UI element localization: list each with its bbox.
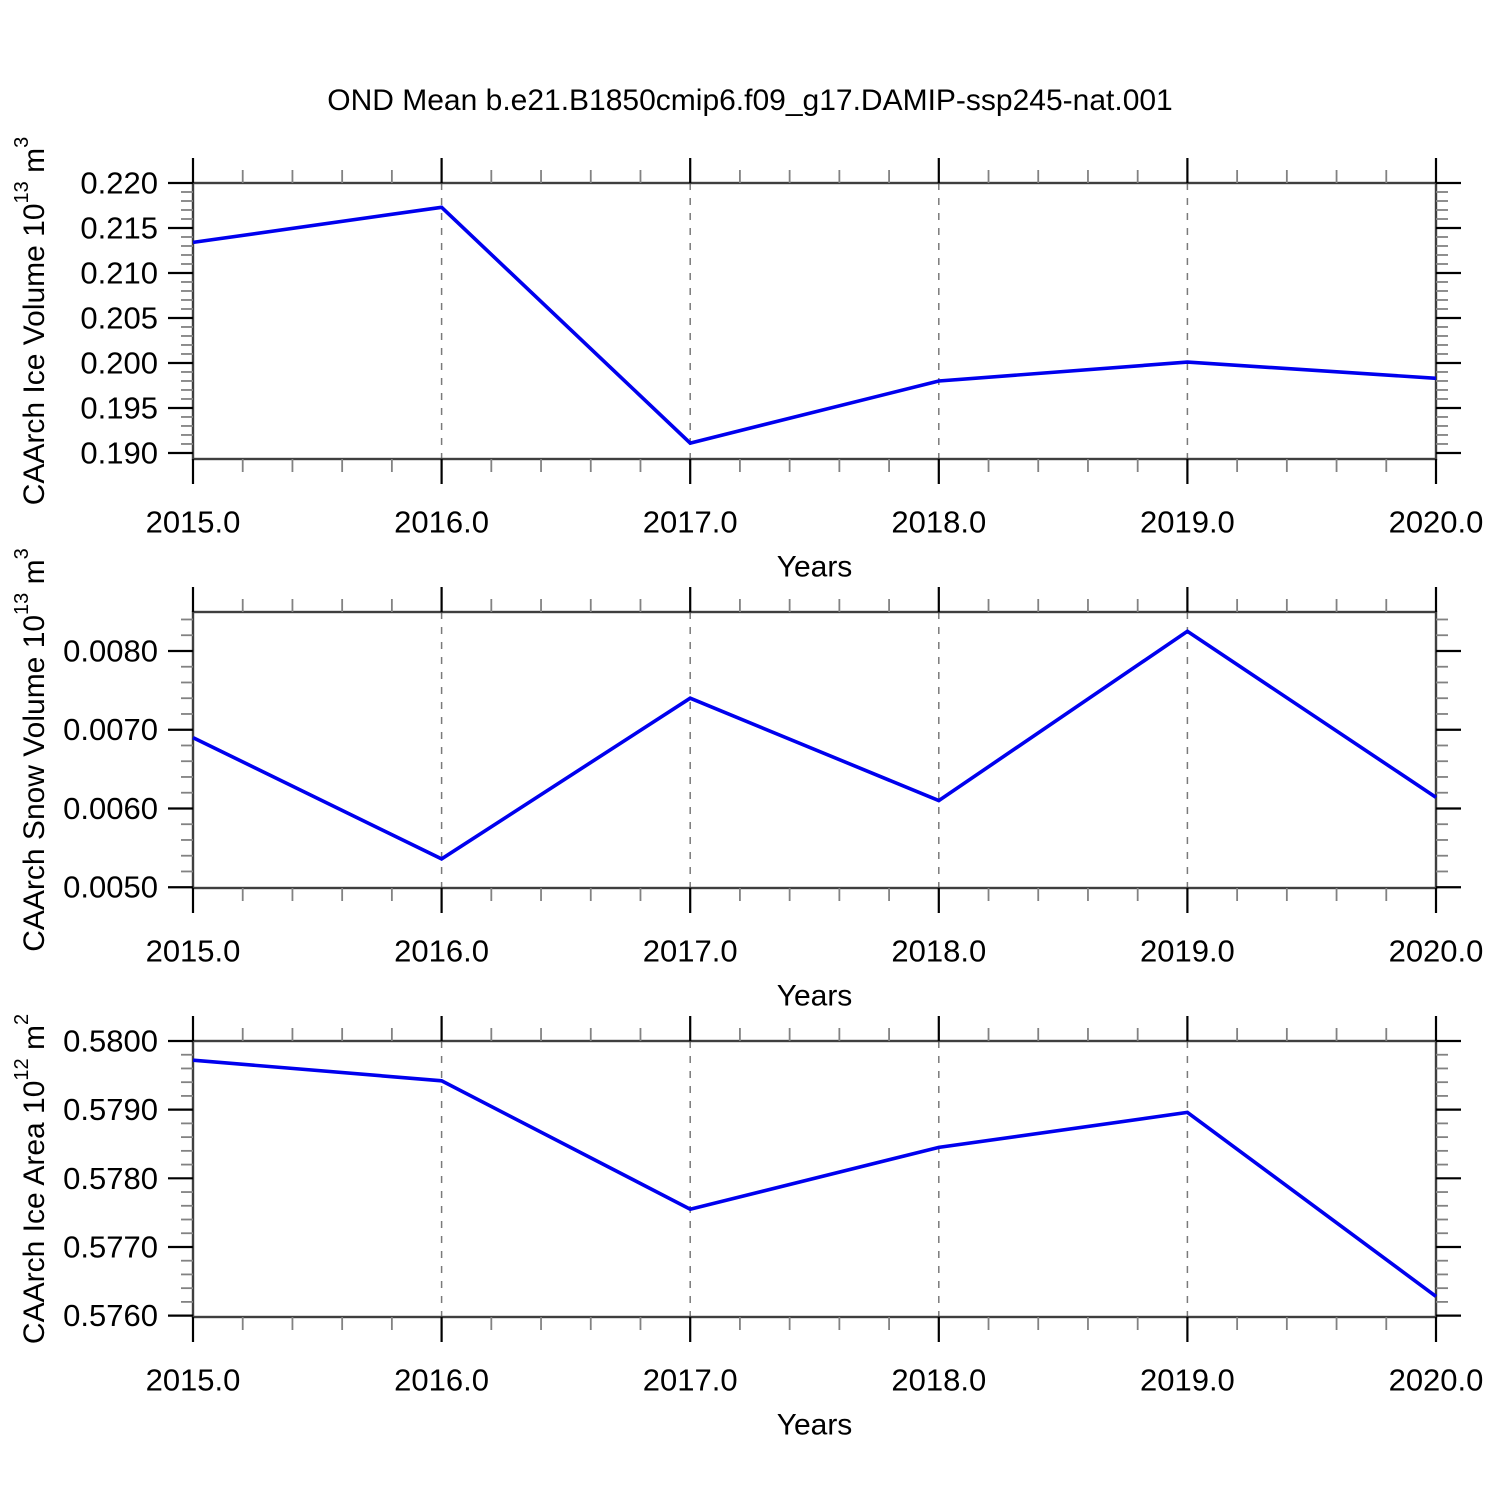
y-axis-title-superscript: 3	[11, 137, 33, 148]
x-tick-label: 2017.0	[643, 505, 738, 540]
y-axis-title: CAArch Ice Volume 1013 m3	[11, 137, 51, 506]
y-axis-title: CAArch Ice Area 1012 m2	[11, 1014, 51, 1344]
chart-title: OND Mean b.e21.B1850cmip6.f09_g17.DAMIP-…	[327, 84, 1173, 117]
data-line-ice-area	[192, 1058, 1438, 1298]
y-tick-label: 0.210	[80, 255, 158, 290]
y-axis-title-part: CAArch Ice Volume 10	[18, 203, 51, 505]
y-axis-title-superscript: 13	[11, 181, 33, 203]
y-tick-label: 0.215	[80, 210, 158, 245]
plot-frame	[191, 610, 1438, 890]
y-tick-label: 0.190	[80, 435, 158, 470]
y-axis-title-part: m	[18, 1025, 51, 1058]
x-tick-label: 2020.0	[1389, 505, 1484, 540]
x-tick-label: 2016.0	[394, 1363, 489, 1398]
y-axis-title-part: CAArch Ice Area 10	[18, 1081, 51, 1344]
x-axis-title: Years	[777, 980, 853, 1013]
y-tick-label: 0.0060	[63, 791, 158, 826]
y-tick-label: 0.205	[80, 300, 158, 335]
y-axis-title-part: m	[18, 148, 51, 181]
y-tick-label: 0.5770	[63, 1229, 158, 1264]
y-axis-title-superscript: 2	[11, 1014, 33, 1025]
x-axis-title: Years	[777, 1409, 853, 1442]
x-tick-label: 2020.0	[1389, 1363, 1484, 1398]
x-tick-label: 2016.0	[394, 934, 489, 969]
panel-ice-area: 2015.0 2016.0 2017.0 2018.0 2019.0 2020.0 0.57…	[11, 1014, 1483, 1442]
y-axis-title-superscript: 13	[11, 593, 33, 615]
x-tick-label: 2018.0	[891, 934, 986, 969]
x-tick-label: 2015.0	[146, 934, 241, 969]
x-tick-label: 2015.0	[146, 1363, 241, 1398]
y-tick-label: 0.5760	[63, 1298, 158, 1333]
y-axis-title-superscript: 12	[11, 1058, 33, 1080]
x-axis-title: Years	[777, 551, 853, 584]
x-tick-label: 2016.0	[394, 505, 489, 540]
panel-snow-volume: 2015.0 2016.0 2017.0 2018.0 2019.0 2020.0 0.00…	[11, 548, 1483, 1012]
y-axis-title-superscript: 3	[11, 548, 33, 559]
y-tick-label: 0.200	[80, 345, 158, 380]
data-line-snow-volume	[192, 629, 1437, 861]
x-tick-label: 2018.0	[891, 505, 986, 540]
y-tick-label: 0.5800	[63, 1024, 158, 1059]
data-line-ice-volume	[192, 205, 1437, 446]
y-tick-label: 0.195	[80, 390, 158, 425]
y-tick-label: 0.0050	[63, 870, 158, 905]
panel-ice-volume: 2015.0 2016.0 2017.0 2018.0 2019.0 2020.0 0.19…	[11, 137, 1483, 584]
y-axis-title-part: m	[18, 559, 51, 592]
y-tick-label: 0.0070	[63, 712, 158, 747]
x-tick-label: 2019.0	[1140, 505, 1235, 540]
y-tick-label: 0.220	[80, 166, 158, 201]
y-tick-label: 0.0080	[63, 633, 158, 668]
y-tick-label: 0.5790	[63, 1092, 158, 1127]
x-tick-label: 2017.0	[643, 1363, 738, 1398]
plot-frame	[191, 181, 1438, 461]
x-tick-label: 2015.0	[146, 505, 241, 540]
x-tick-label: 2017.0	[643, 934, 738, 969]
x-tick-label: 2018.0	[891, 1363, 986, 1398]
x-tick-label: 2019.0	[1140, 934, 1235, 969]
y-axis-title: CAArch Snow Volume 1013 m3	[11, 548, 51, 952]
y-tick-label: 0.5780	[63, 1161, 158, 1196]
y-axis-title-part: CAArch Snow Volume 10	[18, 615, 51, 952]
x-tick-label: 2020.0	[1389, 934, 1484, 969]
x-tick-label: 2019.0	[1140, 1363, 1235, 1398]
